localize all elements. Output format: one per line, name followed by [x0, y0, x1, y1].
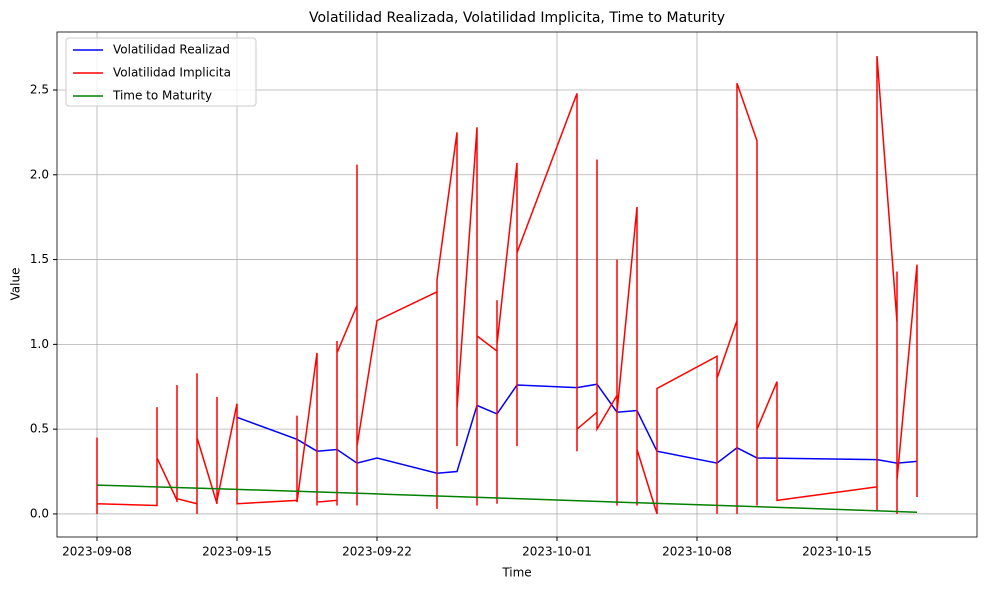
x-axis-label: Time [501, 566, 531, 580]
legend-box [65, 37, 257, 107]
x-tick-label: 2023-09-08 [62, 545, 132, 559]
y-tick-label: 0.0 [30, 506, 49, 520]
plot-frame [56, 31, 978, 538]
x-tick-label: 2023-10-01 [522, 545, 592, 559]
y-tick-label: 2.0 [30, 167, 49, 181]
y-tick-label: 2.5 [30, 82, 49, 96]
series-line [96, 484, 918, 513]
x-tick-label: 2023-10-15 [802, 545, 872, 559]
x-tick-label: 2023-10-08 [662, 545, 732, 559]
y-tick-label: 1.0 [30, 337, 49, 351]
x-tick-label: 2023-09-22 [342, 545, 412, 559]
x-tick-label: 2023-09-15 [202, 545, 272, 559]
y-tick-label: 1.5 [30, 252, 49, 266]
series-line [96, 56, 918, 515]
legend-label: Time to Maturity [112, 89, 212, 103]
y-tick-label: 0.5 [30, 422, 49, 436]
legend: Volatilidad Realizad Volatilidad Implicit… [65, 37, 257, 107]
y-axis-label: Value [9, 268, 23, 301]
legend-label: Volatilidad Implicita [113, 66, 231, 80]
series-line [236, 383, 918, 474]
chart-title: Volatilidad Realizada, Volatilidad Impli… [309, 10, 725, 26]
legend-label: Volatilidad Realizad [113, 43, 230, 57]
